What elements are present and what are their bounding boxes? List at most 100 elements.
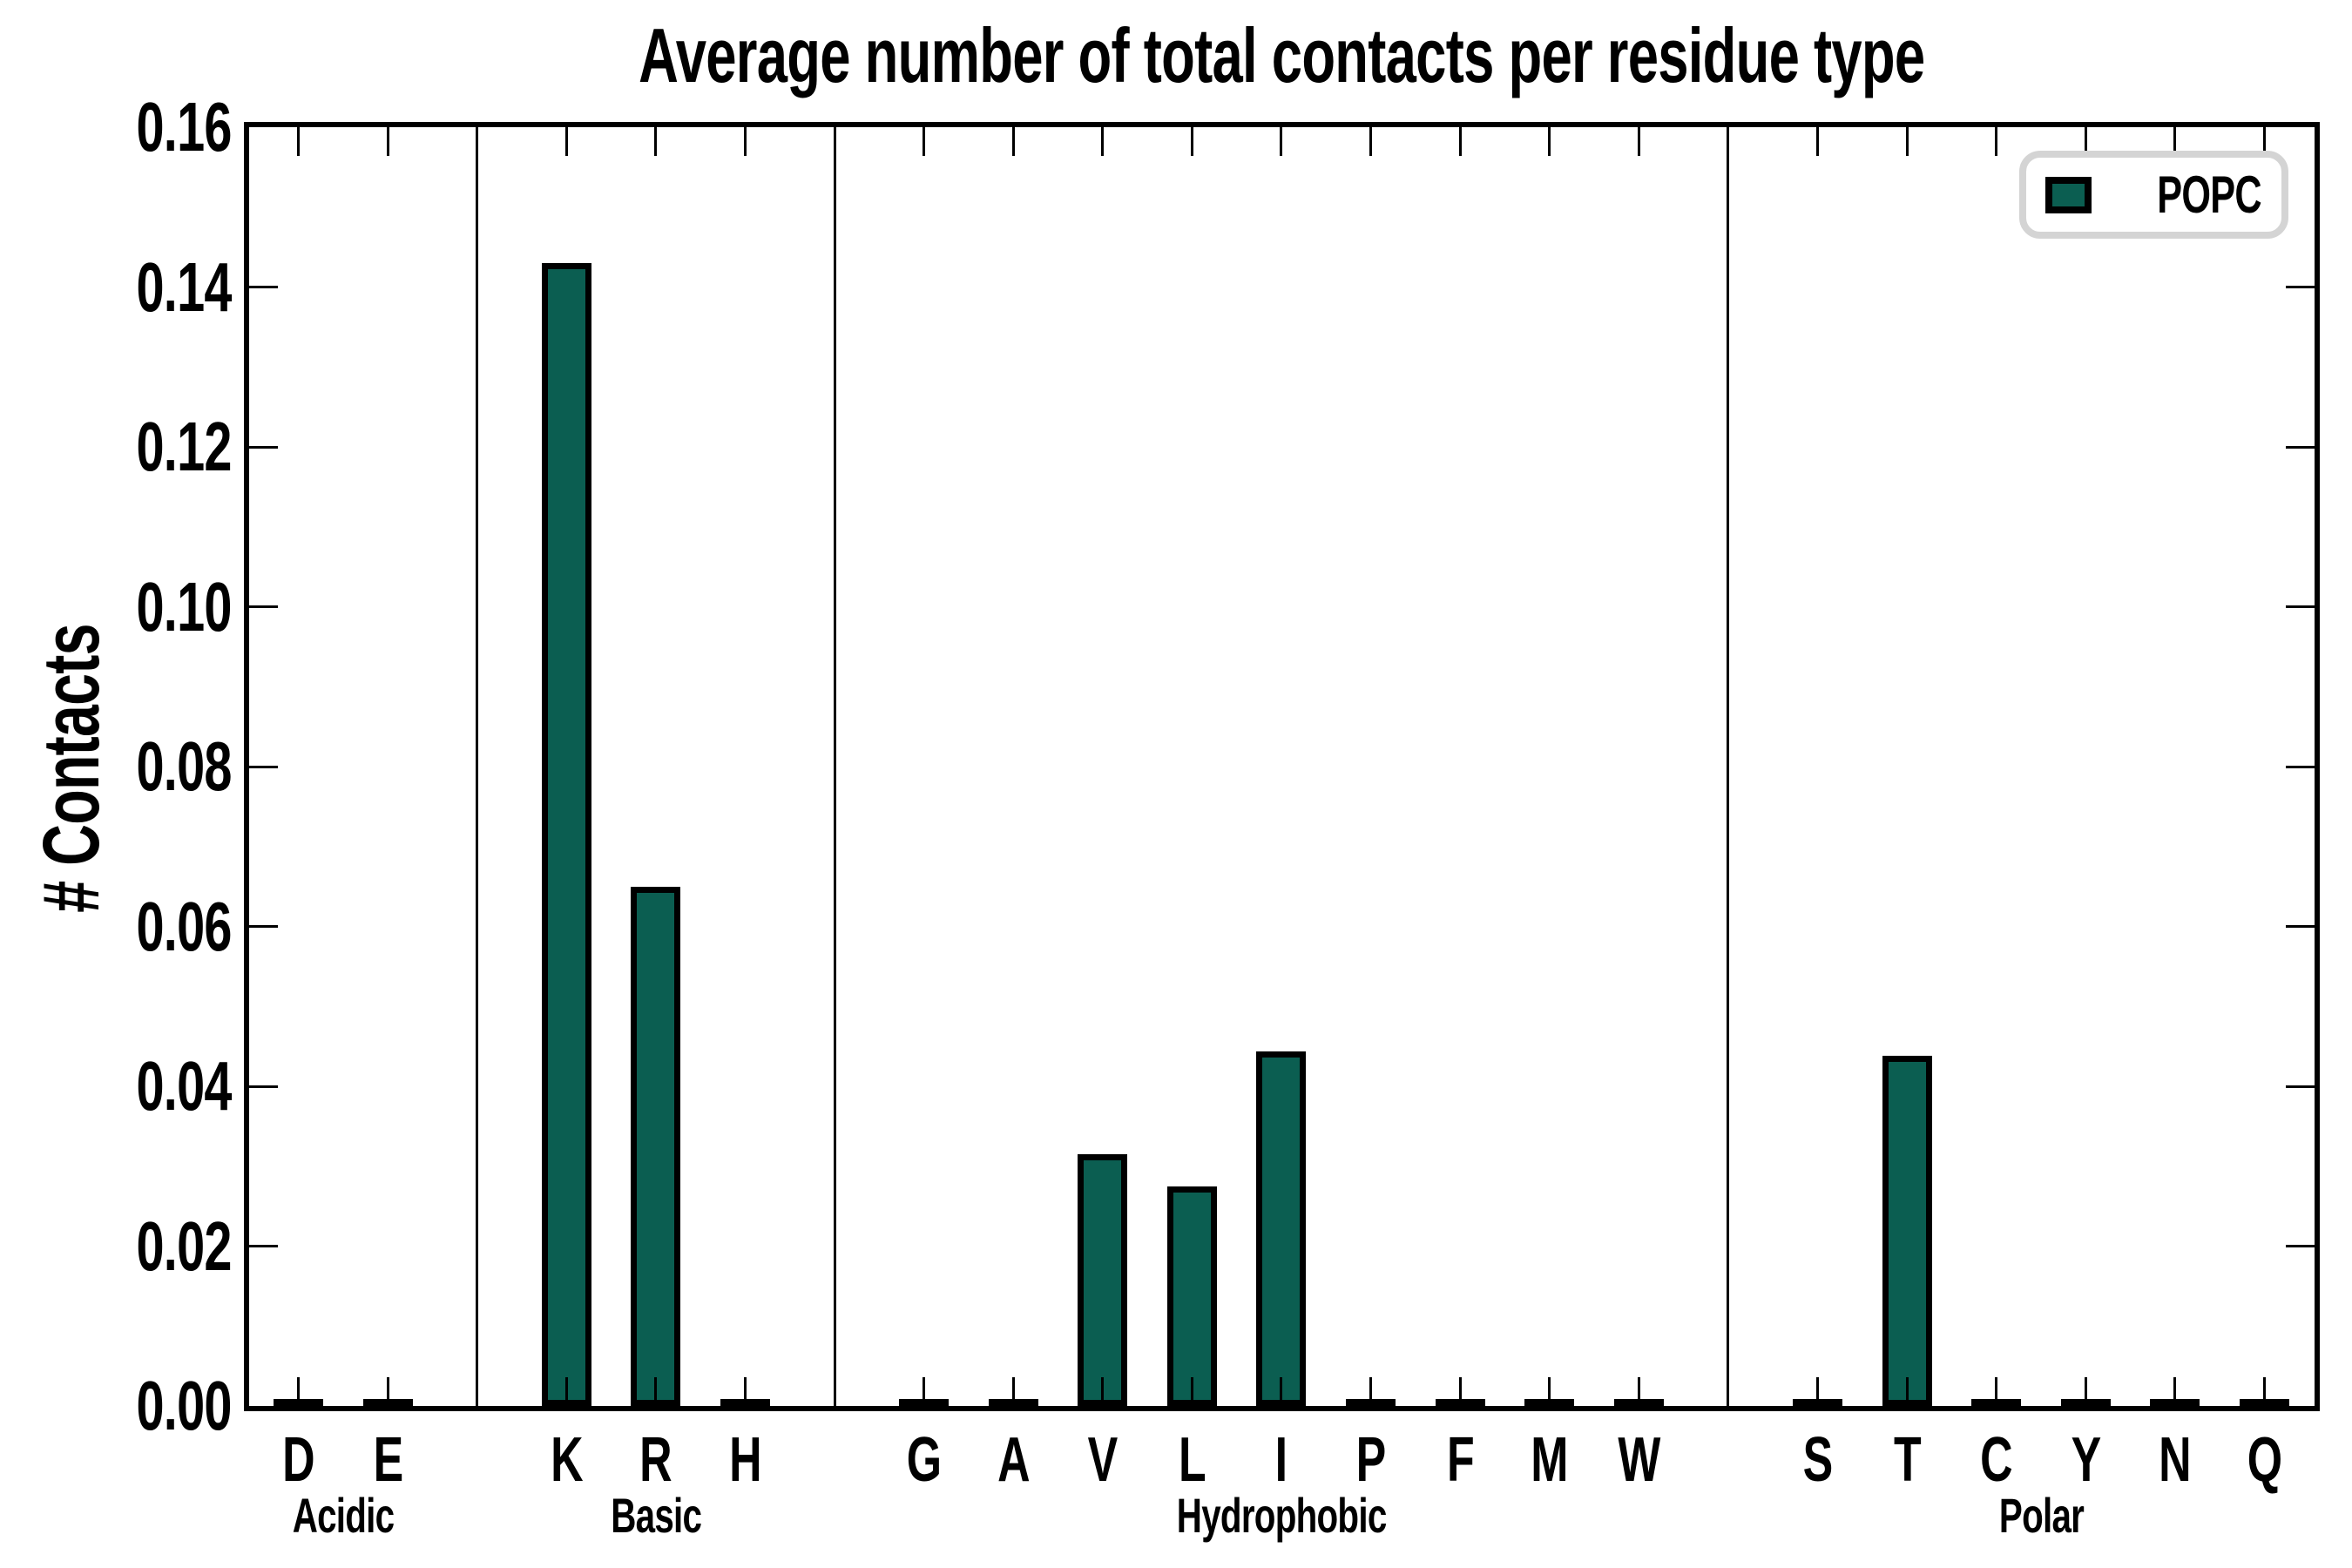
y-tick-label-text: 0.06 [136,887,233,965]
y-tick-right [2286,286,2315,288]
x-tick-top-T [1905,127,1909,156]
x-tick-label-text: D [282,1425,314,1495]
x-tick-label-text: Q [2247,1425,2282,1495]
group-label-text: Basic [610,1488,702,1543]
x-tick-label-C: C [1901,1429,2092,1491]
x-tick-bottom-D [296,1377,300,1406]
group-label-polar: Polar [1823,1491,2259,1540]
x-tick-label-text: Y [2071,1425,2101,1495]
x-tick-bottom-K [564,1377,568,1406]
x-tick-label-text: K [550,1425,583,1495]
x-tick-bottom-F [1458,1377,1462,1406]
x-tick-top-W [1637,127,1640,156]
x-tick-top-E [386,127,389,156]
y-tick-label-0.06: 0.06 [0,887,233,965]
bar-L [1166,1186,1217,1406]
legend-label: POPC [2157,165,2261,224]
group-label-hydrophobic: Hydrophobic [1064,1491,1499,1540]
x-tick-top-V [1101,127,1105,156]
x-tick-label-text: L [1178,1425,1206,1495]
x-tick-top-I [1280,127,1283,156]
bar-R [631,886,681,1406]
group-label-basic: Basic [438,1491,874,1540]
x-tick-label-text: V [1087,1425,1119,1495]
y-tick-label-0.12: 0.12 [0,412,233,482]
x-tick-label-text: N [2159,1425,2192,1495]
x-tick-bottom-Q [2263,1377,2267,1406]
x-tick-bottom-W [1637,1377,1640,1406]
x-tick-label-Q: Q [2169,1429,2352,1491]
legend-swatch-popc [2045,176,2092,213]
y-tick-label-text: 0.04 [136,1047,233,1125]
x-tick-bottom-N [2173,1377,2177,1406]
x-tick-bottom-T [1905,1377,1909,1406]
x-tick-top-F [1458,127,1462,156]
x-tick-top-C [1995,127,1998,156]
y-tick-label-0.04: 0.04 [0,1047,233,1125]
x-tick-top-H [743,127,747,156]
x-tick-top-Q [2263,127,2267,156]
y-tick-label-0.10: 0.10 [0,567,233,645]
y-tick-right [2286,765,2315,768]
x-tick-bottom-H [743,1377,747,1406]
x-tick-label-text: S [1802,1425,1834,1495]
x-tick-top-M [1548,127,1551,156]
x-tick-label-text: E [373,1425,403,1495]
y-tick-right [2286,925,2315,928]
x-tick-label-G: G [828,1429,1020,1491]
group-label-text: Polar [1998,1488,2084,1543]
bar-V [1078,1154,1128,1406]
y-tick-label-text: 0.10 [136,567,233,645]
x-tick-top-S [1816,127,1820,156]
x-tick-label-D: D [202,1429,394,1491]
group-label-text: Hydrophobic [1176,1488,1387,1543]
x-tick-label-F: F [1364,1429,1556,1491]
x-tick-top-N [2173,127,2177,156]
x-tick-top-R [654,127,658,156]
x-tick-bottom-A [1011,1377,1015,1406]
x-tick-label-Y: Y [1990,1429,2181,1491]
x-tick-label-A: A [917,1429,1109,1491]
x-tick-label-text: F [1446,1425,1475,1495]
x-tick-label-R: R [560,1429,752,1491]
x-tick-top-Y [2084,127,2087,156]
x-tick-bottom-P [1369,1377,1373,1406]
x-tick-bottom-I [1280,1377,1283,1406]
x-tick-label-text: G [906,1425,942,1495]
y-tick-label-text: 0.08 [136,727,233,805]
x-tick-bottom-V [1101,1377,1105,1406]
plot-inner [249,127,2315,1406]
x-tick-top-L [1190,127,1193,156]
x-tick-bottom-R [654,1377,658,1406]
y-tick-left [249,1245,278,1247]
x-tick-label-W: W [1543,1429,1734,1491]
chart-title: Average number of total contacts per res… [639,12,1925,98]
y-tick-label-0.08: 0.08 [0,727,233,805]
y-tick-label-text: 0.02 [136,1206,233,1285]
bar-K [541,262,591,1406]
y-tick-right [2286,605,2315,608]
y-tick-left [249,286,278,288]
y-tick-label-0.00: 0.00 [0,1371,233,1441]
y-tick-left [249,765,278,768]
y-tick-label-text: 0.14 [136,247,233,326]
x-tick-label-I: I [1186,1429,1377,1491]
x-tick-label-L: L [1096,1429,1288,1491]
x-tick-top-P [1369,127,1373,156]
group-label-text: Acidic [292,1488,395,1543]
y-tick-label-0.02: 0.02 [0,1206,233,1285]
x-tick-bottom-G [923,1377,926,1406]
x-tick-top-K [564,127,568,156]
x-tick-top-A [1011,127,1015,156]
y-tick-left [249,445,278,449]
y-tick-left [249,925,278,928]
x-tick-label-K: K [470,1429,662,1491]
y-tick-left [249,605,278,608]
group-separator-line [1727,127,1730,1406]
x-tick-label-T: T [1811,1429,2003,1491]
y-tick-right [2286,1085,2315,1088]
x-tick-label-text: H [729,1425,761,1495]
x-tick-label-text: P [1355,1425,1387,1495]
x-tick-top-G [923,127,926,156]
x-tick-top-D [296,127,300,156]
